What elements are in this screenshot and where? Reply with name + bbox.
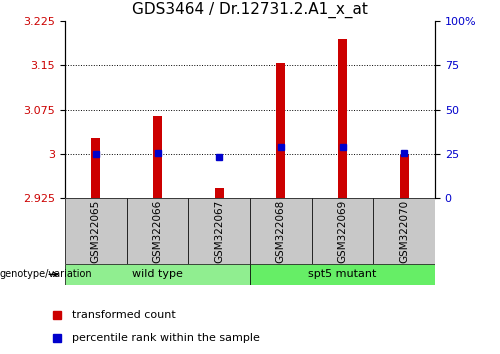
Bar <box>338 39 347 198</box>
Text: spt5 mutant: spt5 mutant <box>308 269 376 279</box>
Text: percentile rank within the sample: percentile rank within the sample <box>72 333 260 343</box>
Title: GDS3464 / Dr.12731.2.A1_x_at: GDS3464 / Dr.12731.2.A1_x_at <box>132 2 368 18</box>
Bar <box>188 198 250 264</box>
Text: GSM322068: GSM322068 <box>276 199 286 263</box>
Text: GSM322070: GSM322070 <box>399 199 409 263</box>
Bar <box>153 116 162 198</box>
Bar <box>312 198 374 264</box>
Bar <box>214 188 224 198</box>
Bar <box>374 198 435 264</box>
Text: GSM322067: GSM322067 <box>214 199 224 263</box>
Text: GSM322066: GSM322066 <box>152 199 162 263</box>
Bar <box>65 198 126 264</box>
Bar <box>91 138 101 198</box>
Text: GSM322065: GSM322065 <box>91 199 101 263</box>
Text: wild type: wild type <box>132 269 183 279</box>
Bar <box>250 264 435 285</box>
Bar <box>126 198 188 264</box>
Bar <box>250 198 312 264</box>
Bar <box>65 264 250 285</box>
Text: genotype/variation: genotype/variation <box>0 269 92 279</box>
Bar <box>400 155 409 198</box>
Text: GSM322069: GSM322069 <box>338 199 347 263</box>
Text: transformed count: transformed count <box>72 310 176 320</box>
Bar <box>276 63 285 198</box>
